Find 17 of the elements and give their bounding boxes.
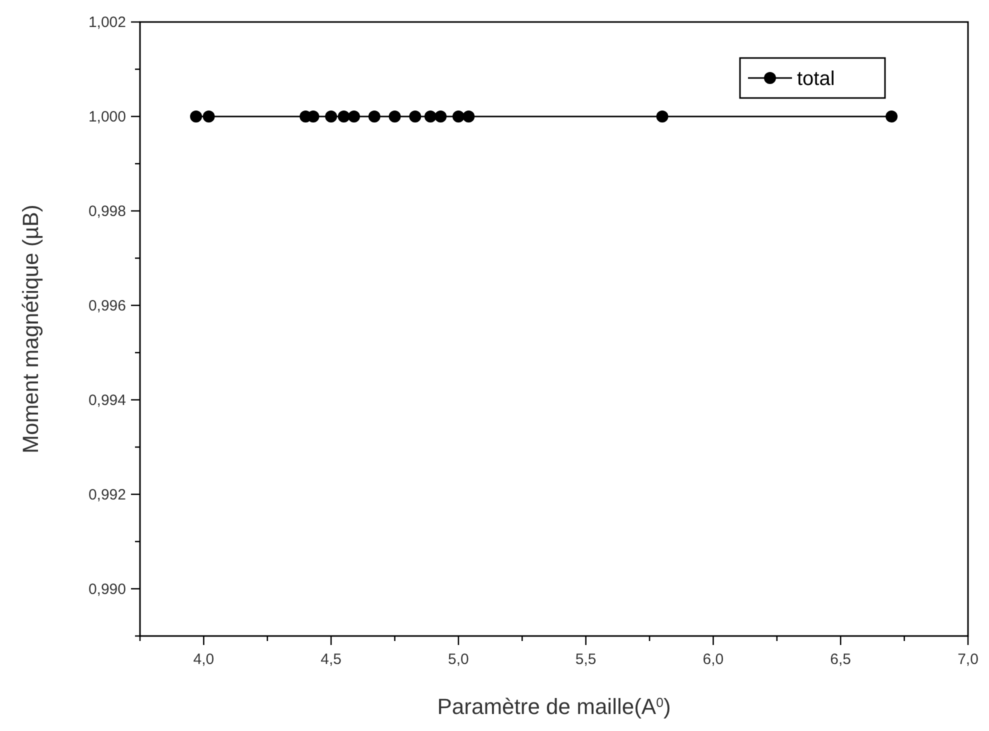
x-tick-label: 5,0: [448, 651, 469, 668]
y-tick-label: 1,002: [88, 14, 126, 31]
legend-label: total: [797, 68, 835, 90]
x-axis-title: Paramètre de maille(A$^{0}$): [437, 694, 671, 719]
y-tick-label: 0,992: [88, 486, 126, 504]
y-tick-label: 0,990: [88, 580, 126, 598]
x-tick-label: 6,5: [830, 651, 852, 668]
x-tick-label: 4,5: [320, 651, 342, 668]
x-tick-label: 4,0: [193, 651, 214, 668]
x-tick-label: 5,5: [575, 651, 596, 668]
y-tick-label: 1,000: [88, 108, 126, 126]
y-tick-label: 0,996: [88, 297, 126, 314]
x-tick-label: 7,0: [958, 651, 978, 668]
y-axis-title: Moment magnétique (µB): [18, 204, 43, 454]
y-tick-label: 0,994: [88, 392, 126, 409]
x-tick-label: 6,0: [702, 651, 724, 668]
y-tick-label: 0,998: [88, 202, 126, 220]
